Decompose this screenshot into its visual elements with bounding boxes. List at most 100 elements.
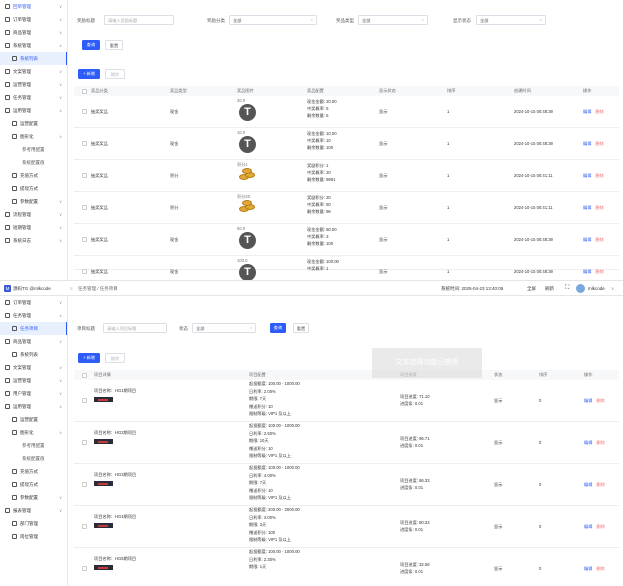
row-checkbox[interactable] (82, 109, 87, 114)
sidebar-item-label: 文案管理 (13, 68, 31, 74)
sidebar-item[interactable]: 参考用配置 (0, 439, 67, 452)
sidebar-item[interactable]: 运营配置 (0, 413, 67, 426)
row-checkbox[interactable] (82, 524, 87, 529)
edit-link[interactable]: 编辑 (583, 237, 592, 242)
hamburger-icon[interactable]: ≡ (70, 286, 73, 291)
delete-link[interactable]: 删除 (596, 482, 605, 487)
sidebar-item[interactable]: 任务管理 ∨ (0, 91, 67, 104)
sidebar-item[interactable]: 订单管理 ∨ (0, 296, 67, 309)
reset-button[interactable]: 重置 (293, 323, 309, 333)
prize-title-input[interactable]: 请输入奖励标题 (104, 15, 174, 25)
delete-button[interactable]: 删除 (105, 69, 125, 79)
sidebar-item[interactable]: 商品管理 ∨ (0, 335, 67, 348)
sidebar-item[interactable]: 岗位管理 (0, 530, 67, 543)
fullscreen-button[interactable]: 全屏 (527, 286, 536, 291)
sidebar-item[interactable]: 系统配置值 (0, 452, 67, 465)
delete-link[interactable]: 删除 (595, 237, 604, 242)
sidebar-item[interactable]: 用户管理 ∨ (0, 387, 67, 400)
row-checkbox[interactable] (82, 173, 87, 178)
sidebar-item[interactable]: 系统管理 ∧ (0, 39, 67, 52)
sidebar-item[interactable]: 图形化 ∧ (0, 426, 67, 439)
delete-link[interactable]: 删除 (596, 566, 605, 571)
sidebar-item[interactable]: 充值方式 (0, 169, 67, 182)
sidebar-item[interactable]: 提现方式 (0, 182, 67, 195)
sidebar-item[interactable]: 系统列表 (0, 52, 67, 65)
sidebar-item[interactable]: 文案管理 ∨ (0, 361, 67, 374)
display-status-select[interactable]: 全部 ∨ (476, 15, 546, 25)
chevron-down-icon[interactable]: ∨ (611, 286, 615, 291)
reset-button[interactable]: 重置 (105, 40, 123, 50)
sidebar-item[interactable]: 运营配置 (0, 117, 67, 130)
sidebar-item[interactable]: 流程管理 ∨ (0, 208, 67, 221)
menu-icon (5, 391, 10, 396)
add-button[interactable]: + 新增 (78, 353, 100, 363)
sidebar-item[interactable]: 运营管理 ∨ (0, 374, 67, 387)
edit-link[interactable]: 编辑 (583, 173, 592, 178)
sidebar-item[interactable]: 参考用配置 (0, 143, 67, 156)
prize-type-select[interactable]: 全部 ∨ (358, 15, 428, 25)
edit-link[interactable]: 编辑 (584, 398, 593, 403)
row-checkbox[interactable] (82, 566, 87, 571)
sidebar-item[interactable]: 运营管理 ∨ (0, 78, 67, 91)
row-checkbox[interactable] (82, 482, 87, 487)
project-title-input[interactable]: 请输入项目标题 (103, 323, 167, 333)
delete-link[interactable]: 删除 (595, 109, 604, 114)
row-checkbox[interactable] (82, 237, 87, 242)
sidebar-item[interactable]: 提现方式 (0, 478, 67, 491)
edit-link[interactable]: 编辑 (584, 440, 593, 445)
delete-button[interactable]: 删除 (105, 353, 125, 363)
expand-icon[interactable]: ⛶ (565, 285, 570, 291)
refresh-button[interactable]: 刷新 (545, 286, 554, 291)
sidebar-item[interactable]: 商品管理 ∨ (0, 26, 67, 39)
row-checkbox[interactable] (82, 398, 87, 403)
menu-icon (5, 82, 10, 87)
sidebar-item[interactable]: 充值方式 (0, 465, 67, 478)
row-actions: 编辑 删除 (583, 173, 604, 179)
search-button[interactable]: 查询 (270, 323, 286, 333)
username[interactable]: mlkcode (588, 286, 605, 291)
sidebar-item[interactable]: 订单管理 ∨ (0, 13, 67, 26)
delete-link[interactable]: 删除 (595, 269, 604, 274)
edit-link[interactable]: 编辑 (583, 141, 592, 146)
select-all-checkbox[interactable] (82, 372, 87, 378)
delete-link[interactable]: 删除 (596, 524, 605, 529)
sidebar-item[interactable]: 运用管理 ∧ (0, 400, 67, 413)
delete-link[interactable]: 删除 (595, 141, 604, 146)
sidebar-item[interactable]: 回单管理 ∨ (0, 0, 67, 13)
sidebar-item[interactable]: 参数配置 ∨ (0, 491, 67, 504)
prize-category-select[interactable]: 全部 ∨ (229, 15, 317, 25)
sidebar-item[interactable]: 参数配置 ∨ (0, 195, 67, 208)
sidebar-item[interactable]: 系统列表 (0, 348, 67, 361)
sidebar-item[interactable]: 系统日志 ∨ (0, 234, 67, 247)
chevron-down-icon: ∨ (59, 82, 62, 87)
sidebar-item[interactable]: 任务管理 ∧ (0, 309, 67, 322)
delete-link[interactable]: 删除 (596, 440, 605, 445)
edit-link[interactable]: 编辑 (583, 205, 592, 210)
add-button[interactable]: + 新增 (78, 69, 100, 79)
edit-link[interactable]: 编辑 (583, 109, 592, 114)
sidebar-item[interactable]: 部门管理 (0, 517, 67, 530)
delete-link[interactable]: 删除 (595, 173, 604, 178)
row-checkbox[interactable] (82, 440, 87, 445)
avatar[interactable] (576, 284, 585, 293)
sidebar-item[interactable]: 图形化 ∧ (0, 130, 67, 143)
edit-link[interactable]: 编辑 (584, 482, 593, 487)
delete-link[interactable]: 删除 (595, 205, 604, 210)
sidebar-item[interactable]: 任务项目 (0, 322, 67, 335)
sidebar-item[interactable]: 运用管理 ∧ (0, 104, 67, 117)
sidebar-item-label: 文案管理 (13, 364, 31, 370)
sidebar-item[interactable]: 文案管理 ∨ (0, 65, 67, 78)
status-select[interactable]: 全部 ∨ (192, 323, 256, 333)
edit-link[interactable]: 编辑 (583, 269, 592, 274)
select-all-checkbox[interactable] (82, 88, 87, 94)
sidebar-item[interactable]: 报表管理 ∨ (0, 504, 67, 517)
sidebar-item[interactable]: 系统配置值 (0, 156, 67, 169)
edit-link[interactable]: 编辑 (584, 524, 593, 529)
sidebar-item[interactable]: 短期管理 ∨ (0, 221, 67, 234)
search-button[interactable]: 查询 (82, 40, 100, 50)
delete-link[interactable]: 删除 (596, 398, 605, 403)
row-checkbox[interactable] (82, 205, 87, 210)
row-checkbox[interactable] (82, 141, 87, 146)
row-checkbox[interactable] (82, 269, 87, 274)
edit-link[interactable]: 编辑 (584, 566, 593, 571)
